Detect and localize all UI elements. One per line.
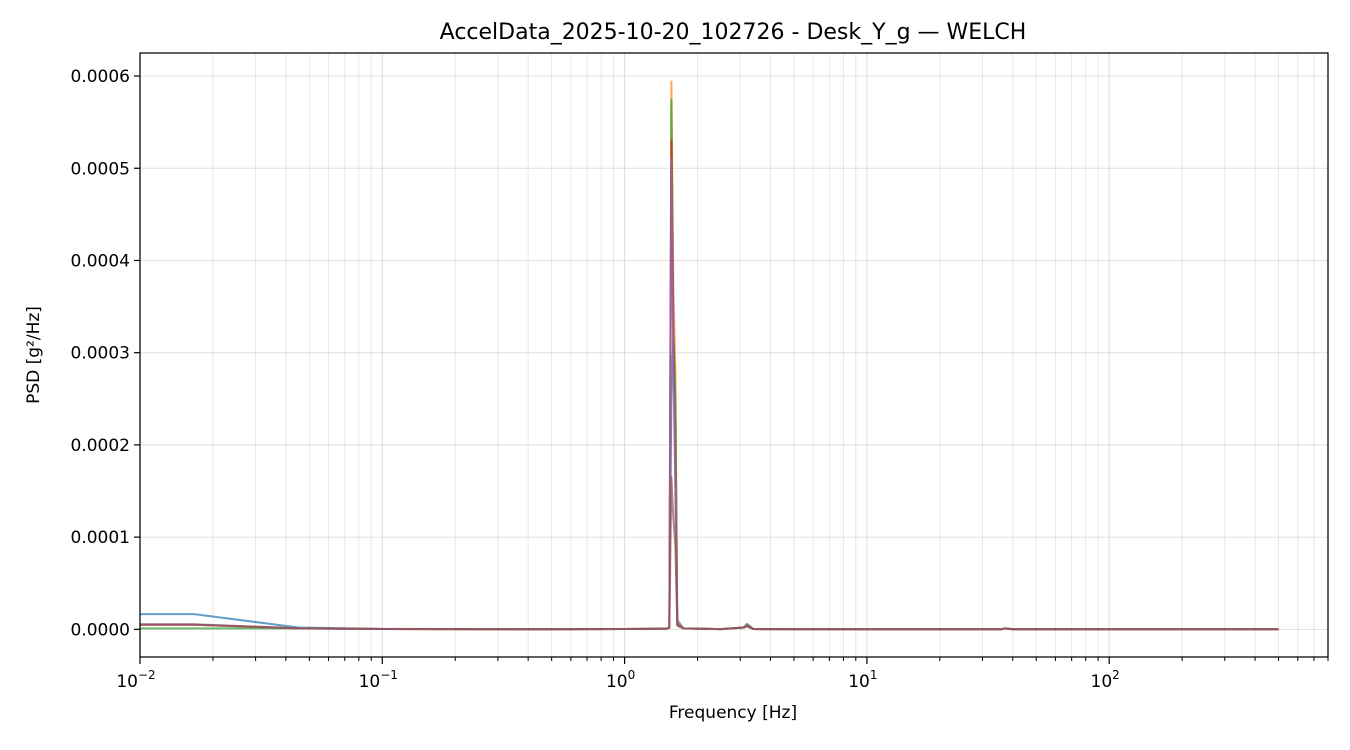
- chart-title: AccelData_2025-10-20_102726 - Desk_Y_g —…: [440, 20, 1027, 45]
- y-tick-label: 0.0005: [71, 159, 130, 179]
- ticks: 0.0000 0.0001 0.0002 0.0003 0.0004 0.0005 0.00…: [71, 67, 1329, 692]
- y-tick-label: 0.0006: [71, 67, 130, 87]
- y-axis-label: PSD [g²/Hz]: [24, 306, 44, 404]
- y-tick-label: 0.0000: [71, 620, 130, 640]
- y-tick-label: 0.0002: [71, 436, 130, 456]
- x-axis-label: Frequency [Hz]: [669, 703, 797, 723]
- x-tick-label: 10−1: [359, 668, 398, 692]
- series-group: [140, 80, 1279, 631]
- series-line-6: [140, 476, 1279, 631]
- y-tick-label: 0.0001: [71, 528, 130, 548]
- x-tick-label: 101: [848, 668, 877, 692]
- x-tick-label: 10−2: [116, 668, 155, 692]
- plot-frame: [139, 52, 1329, 658]
- x-tick-label: 102: [1091, 668, 1120, 692]
- y-tick-label: 0.0004: [71, 251, 130, 271]
- y-tick-label: 0.0003: [71, 344, 130, 364]
- x-tick-label: 100: [606, 668, 635, 692]
